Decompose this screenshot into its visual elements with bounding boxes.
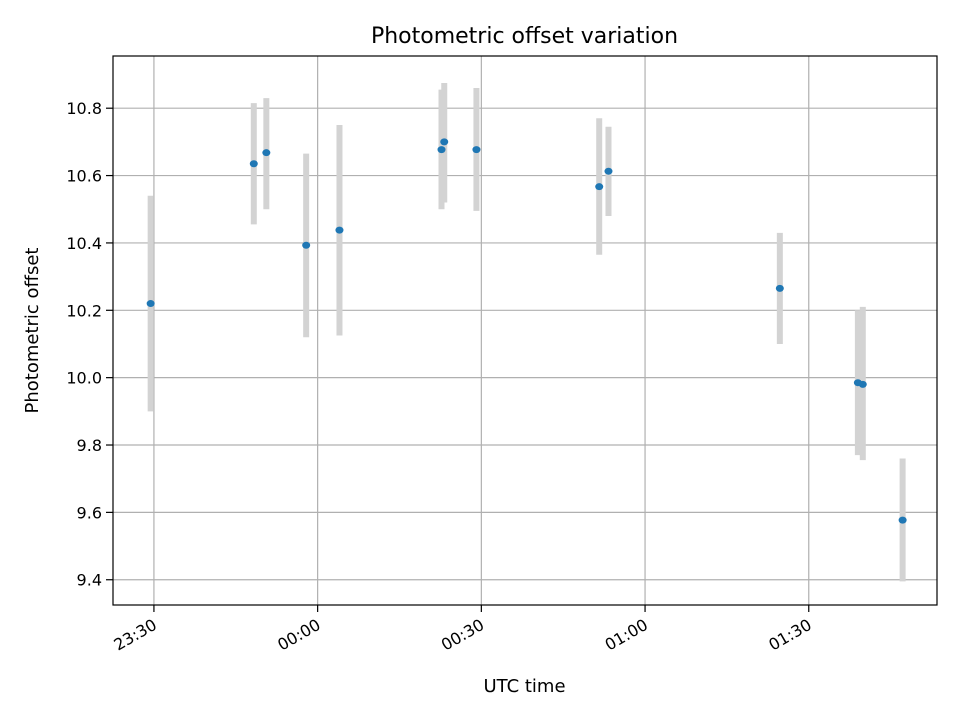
y-tick-label: 9.6 xyxy=(77,503,102,522)
data-point xyxy=(472,146,481,154)
x-tick-label: 23:30 xyxy=(110,615,159,655)
y-tick-label: 10.8 xyxy=(66,99,102,118)
data-point xyxy=(595,183,604,191)
y-tick-label: 9.8 xyxy=(77,436,102,455)
data-points xyxy=(146,138,907,524)
data-point xyxy=(440,138,449,146)
y-tick-label: 10.6 xyxy=(66,167,102,186)
x-tick-label: 00:00 xyxy=(274,615,323,655)
y-tick-label: 10.2 xyxy=(66,301,102,320)
data-point xyxy=(146,300,155,308)
data-point xyxy=(898,516,907,524)
data-point xyxy=(858,380,867,388)
y-axis: 9.4 9.6 9.8 10.0 10.2 10.4 10.6 10.8 xyxy=(66,99,113,590)
data-point xyxy=(604,167,613,175)
data-point xyxy=(302,241,311,249)
error-bars xyxy=(147,82,906,582)
chart-title: Photometric offset variation xyxy=(371,24,678,49)
y-tick-label: 10.4 xyxy=(66,234,102,253)
grid xyxy=(113,56,937,605)
y-tick-label: 10.0 xyxy=(66,369,102,388)
x-tick-label: 00:30 xyxy=(438,615,487,655)
x-axis-title: UTC time xyxy=(483,676,565,697)
plot-frame xyxy=(112,55,938,606)
x-tick-label: 01:00 xyxy=(602,615,651,655)
x-axis: 23:30 00:00 00:30 01:00 01:30 xyxy=(110,605,815,655)
data-point xyxy=(335,226,344,234)
y-axis-title: Photometric offset xyxy=(22,248,43,414)
data-point xyxy=(775,284,784,292)
y-tick-label: 9.4 xyxy=(77,571,102,590)
data-point xyxy=(437,146,446,154)
data-point xyxy=(262,149,271,157)
x-tick-label: 01:30 xyxy=(765,615,814,655)
data-point xyxy=(249,160,258,168)
